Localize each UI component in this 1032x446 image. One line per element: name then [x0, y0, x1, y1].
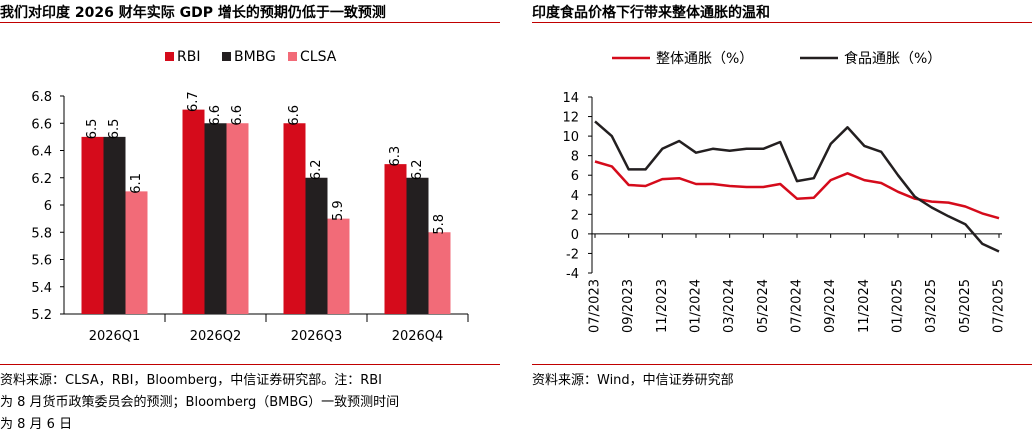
y-tick-label: 2	[571, 208, 579, 223]
y-tick-label: 6.2	[31, 172, 52, 187]
data-label: 6.6	[230, 105, 245, 126]
bar	[384, 164, 407, 314]
x-tick-label: 2026Q1	[89, 329, 141, 344]
data-label: 6.5	[107, 119, 122, 140]
source-line: 为 8 月 6 日	[0, 417, 73, 432]
y-tick-label: 5.2	[31, 308, 52, 323]
bar	[81, 136, 104, 314]
source-rule	[0, 364, 500, 365]
gdp-source-note: 资料来源：CLSA，RBI，Bloomberg，中信证券研究部。注：RBI 为 …	[0, 370, 399, 436]
x-tick-label: 07/2024	[790, 279, 805, 333]
series-line	[594, 160, 1000, 220]
x-tick-label: 2026Q2	[190, 329, 242, 344]
bar	[182, 109, 205, 314]
data-label: 6.6	[287, 105, 302, 126]
y-tick-label: 6	[571, 169, 579, 184]
bar	[305, 177, 328, 314]
x-tick-label: 01/2025	[891, 279, 906, 333]
x-tick-label: 07/2025	[992, 279, 1007, 333]
bar	[103, 136, 126, 314]
gdp-forecast-panel: 我们对印度 2026 财年实际 GDP 增长的预期仍低于一致预测 RBI BMBG…	[0, 0, 500, 446]
legend-label: 食品通胀（%）	[844, 50, 941, 67]
x-tick-label: 2026Q4	[392, 329, 444, 344]
inflation-source-note: 资料来源：Wind，中信证券研究部	[532, 370, 734, 392]
bar	[406, 177, 429, 314]
legend-label: CLSA	[300, 49, 337, 65]
data-label: 5.8	[432, 214, 447, 235]
y-tick-label: 5.4	[31, 281, 52, 296]
legend-swatch	[288, 52, 297, 61]
x-tick-label: 11/2024	[857, 279, 872, 333]
x-tick-label: 09/2023	[621, 279, 636, 333]
bar	[226, 123, 249, 314]
legend-label: RBI	[177, 49, 200, 65]
y-tick-label: 6.6	[31, 117, 52, 132]
bar	[428, 232, 451, 314]
legend-swatch	[222, 52, 231, 61]
inflation-chart-title: 印度食品价格下行带来整体通胀的温和	[532, 5, 770, 21]
data-label: 6.7	[186, 91, 201, 112]
x-tick-label: 07/2023	[588, 279, 603, 333]
x-tick-label: 05/2025	[958, 279, 973, 333]
source-line: 资料来源：CLSA，RBI，Bloomberg，中信证券研究部。注：RBI	[0, 373, 382, 388]
bar	[327, 218, 350, 314]
y-tick-label: 5.8	[31, 226, 52, 241]
title-rule	[532, 22, 1032, 23]
data-label: 6.2	[410, 159, 425, 180]
y-tick-label: 6.8	[31, 90, 52, 105]
gdp-bar-chart: RBI BMBG CLSA 6.8 6.6 6.4 6.2 6 5.8 5.6 5.4 5.2 2026…	[31, 49, 469, 344]
title-rule	[0, 22, 500, 23]
data-label: 5.9	[331, 200, 346, 221]
legend-label: 整体通胀（%）	[656, 51, 753, 67]
x-tick-label: 03/2025	[924, 279, 939, 333]
legend-label: BMBG	[234, 49, 276, 65]
y-tick-label: -2	[566, 247, 579, 262]
x-tick-label: 03/2024	[722, 279, 737, 333]
data-label: 6.3	[388, 146, 403, 167]
y-tick-label: 14	[562, 91, 579, 106]
data-label: 6.1	[129, 173, 144, 194]
y-tick-label: 0	[571, 228, 579, 243]
x-tick-label: 09/2024	[823, 279, 838, 333]
y-tick-label: 8	[571, 150, 579, 165]
y-tick-label: 6	[44, 199, 52, 214]
data-label: 6.2	[309, 159, 324, 180]
legend-swatch	[165, 52, 174, 61]
inflation-panel: 印度食品价格下行带来整体通胀的温和 整体通胀（%） 食品通胀（%） 14 12 10 8 6…	[532, 0, 1032, 446]
data-label: 6.5	[85, 119, 100, 140]
series-line	[594, 120, 1000, 253]
y-tick-label: 5.6	[31, 254, 52, 269]
bar	[283, 123, 306, 314]
source-rule	[532, 364, 1032, 365]
data-label: 6.6	[208, 105, 223, 126]
bar	[204, 123, 227, 314]
inflation-line-chart: 整体通胀（%） 食品通胀（%） 14 12 10 8 6 4 2 0 -2 -4 07/2023 09/2…	[562, 50, 1007, 333]
x-tick-label: 05/2024	[756, 279, 771, 333]
x-tick-label: 11/2023	[655, 279, 670, 333]
source-line: 资料来源：Wind，中信证券研究部	[532, 373, 734, 388]
x-tick-label: 01/2024	[689, 279, 704, 333]
y-tick-label: -4	[566, 267, 579, 282]
source-line: 为 8 月货币政策委员会的预测；Bloomberg（BMBG）一致预测时间	[0, 395, 400, 410]
gdp-chart-title: 我们对印度 2026 财年实际 GDP 增长的预期仍低于一致预测	[0, 5, 386, 21]
bar	[125, 191, 148, 314]
y-tick-label: 10	[562, 130, 579, 145]
y-tick-label: 12	[562, 111, 579, 126]
x-tick-label: 2026Q3	[291, 329, 343, 344]
y-tick-label: 4	[571, 189, 579, 204]
y-tick-label: 6.4	[31, 145, 52, 160]
